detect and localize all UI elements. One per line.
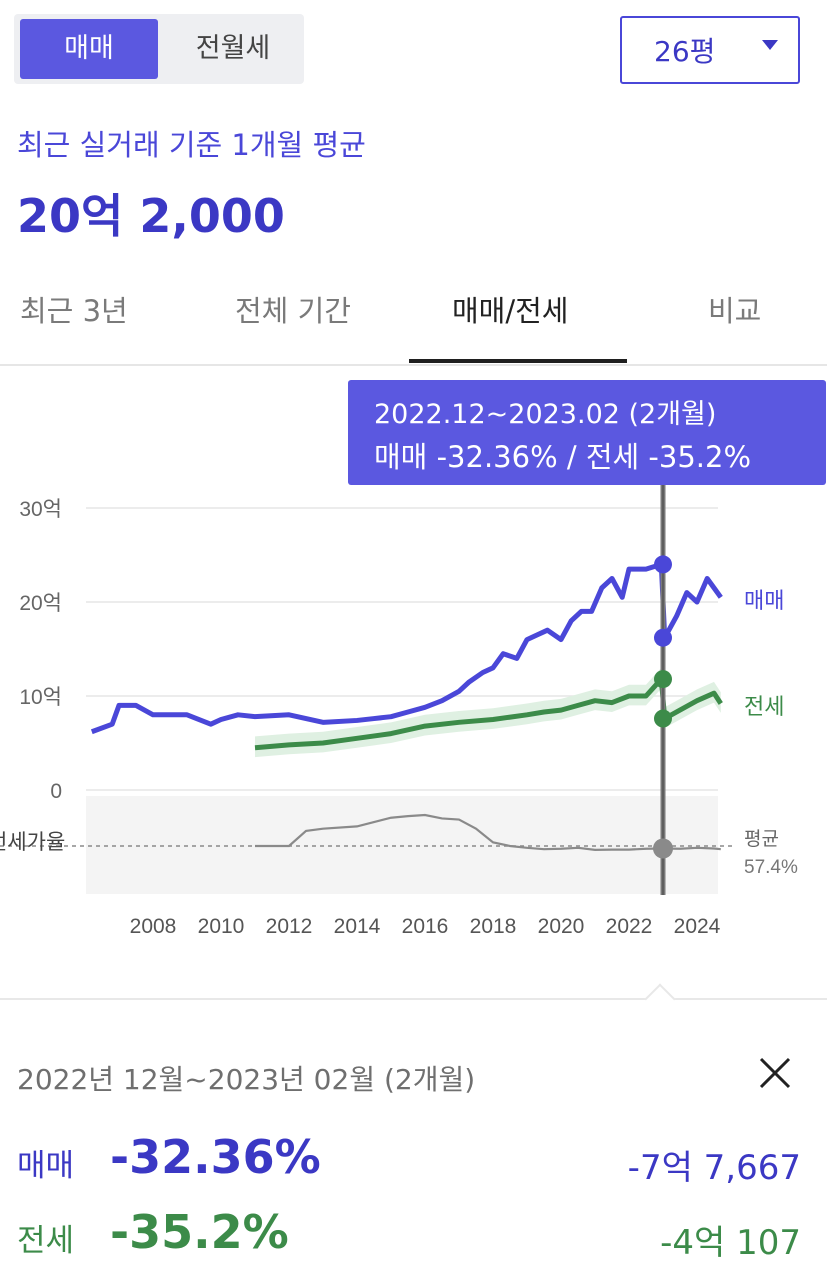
sale-price-line — [90, 561, 723, 735]
lease-point-before — [654, 670, 672, 689]
close-icon[interactable] — [752, 1050, 798, 1096]
lease-point-after — [654, 709, 672, 728]
tooltip-change: 매매 -32.36% / 전세 -35.2% — [374, 440, 751, 474]
detail-sale-amount: -7억 7,667 — [627, 1148, 801, 1188]
lease-price-line — [254, 676, 723, 751]
x-tick-label: 2018 — [470, 915, 517, 938]
trade-type-toggle: 매매 전월세 — [14, 14, 304, 84]
tab-all-period[interactable]: 전체 기간 — [235, 294, 351, 328]
detail-lease-amount: -4억 107 — [660, 1223, 801, 1263]
legend-sale: 매매 — [744, 588, 784, 613]
lease-ratio-label: 전세가율 — [0, 831, 65, 854]
size-select[interactable]: 26평 — [620, 16, 800, 84]
size-select-value: 26평 — [654, 35, 716, 68]
trade-type-rent-button[interactable]: 전월세 — [195, 33, 271, 64]
x-tick-label: 2010 — [198, 915, 245, 938]
y-tick-label: 10억 — [19, 686, 62, 709]
x-tick-label: 2016 — [402, 915, 449, 938]
average-value: 57.4% — [744, 857, 798, 878]
period-tabs: 최근 3년 전체 기간 매매/전세 비교 — [0, 270, 827, 366]
detail-sale-label: 매매 — [17, 1148, 75, 1184]
detail-lease-label: 전세 — [17, 1223, 75, 1259]
x-axis-ticks: 2008 2010 2012 2014 2016 2018 2020 2022 2024 — [130, 915, 721, 938]
section-divider — [0, 998, 827, 1000]
average-price-label: 최근 실거래 기준 1개월 평균 — [17, 128, 366, 162]
active-tab-underline — [409, 359, 627, 363]
detail-sale-pct: -32.36% — [110, 1130, 321, 1184]
tab-sale-lease[interactable]: 매매/전세 — [452, 294, 569, 328]
y-tick-label: 30억 — [19, 498, 62, 521]
divider-notch — [644, 983, 676, 1015]
lease-ratio-point — [653, 838, 673, 859]
average-price-value: 20억 2,000 — [17, 189, 285, 243]
detail-lease-pct: -35.2% — [110, 1205, 289, 1259]
detail-period: 2022년 12월~2023년 02월 (2개월) — [17, 1063, 476, 1096]
y-tick-label: 20억 — [19, 592, 62, 615]
x-tick-label: 2022 — [606, 915, 653, 938]
tab-compare[interactable]: 비교 — [708, 294, 762, 328]
x-tick-label: 2008 — [130, 915, 177, 938]
trade-type-sale-button[interactable]: 매매 — [20, 19, 158, 79]
sale-point-before — [654, 555, 672, 574]
lease-ratio-panel-bg — [86, 796, 718, 894]
sale-point-after — [654, 628, 672, 647]
tab-recent-3-years[interactable]: 최근 3년 — [20, 294, 128, 328]
average-label: 평균 — [744, 828, 779, 850]
y-tick-label: 0 — [50, 780, 62, 803]
x-tick-label: 2024 — [674, 915, 721, 938]
chart-grid — [86, 507, 718, 791]
legend-lease: 전세 — [744, 694, 784, 719]
selection-tooltip: 2022.12~2023.02 (2개월) 매매 -32.36% / 전세 -3… — [348, 380, 826, 485]
x-tick-label: 2020 — [538, 915, 585, 938]
y-axis-ticks: 30억 20억 10억 0 — [19, 498, 62, 803]
tooltip-period: 2022.12~2023.02 (2개월) — [374, 399, 717, 430]
x-tick-label: 2014 — [334, 915, 381, 938]
caret-down-icon — [762, 40, 778, 50]
x-tick-label: 2012 — [266, 915, 313, 938]
